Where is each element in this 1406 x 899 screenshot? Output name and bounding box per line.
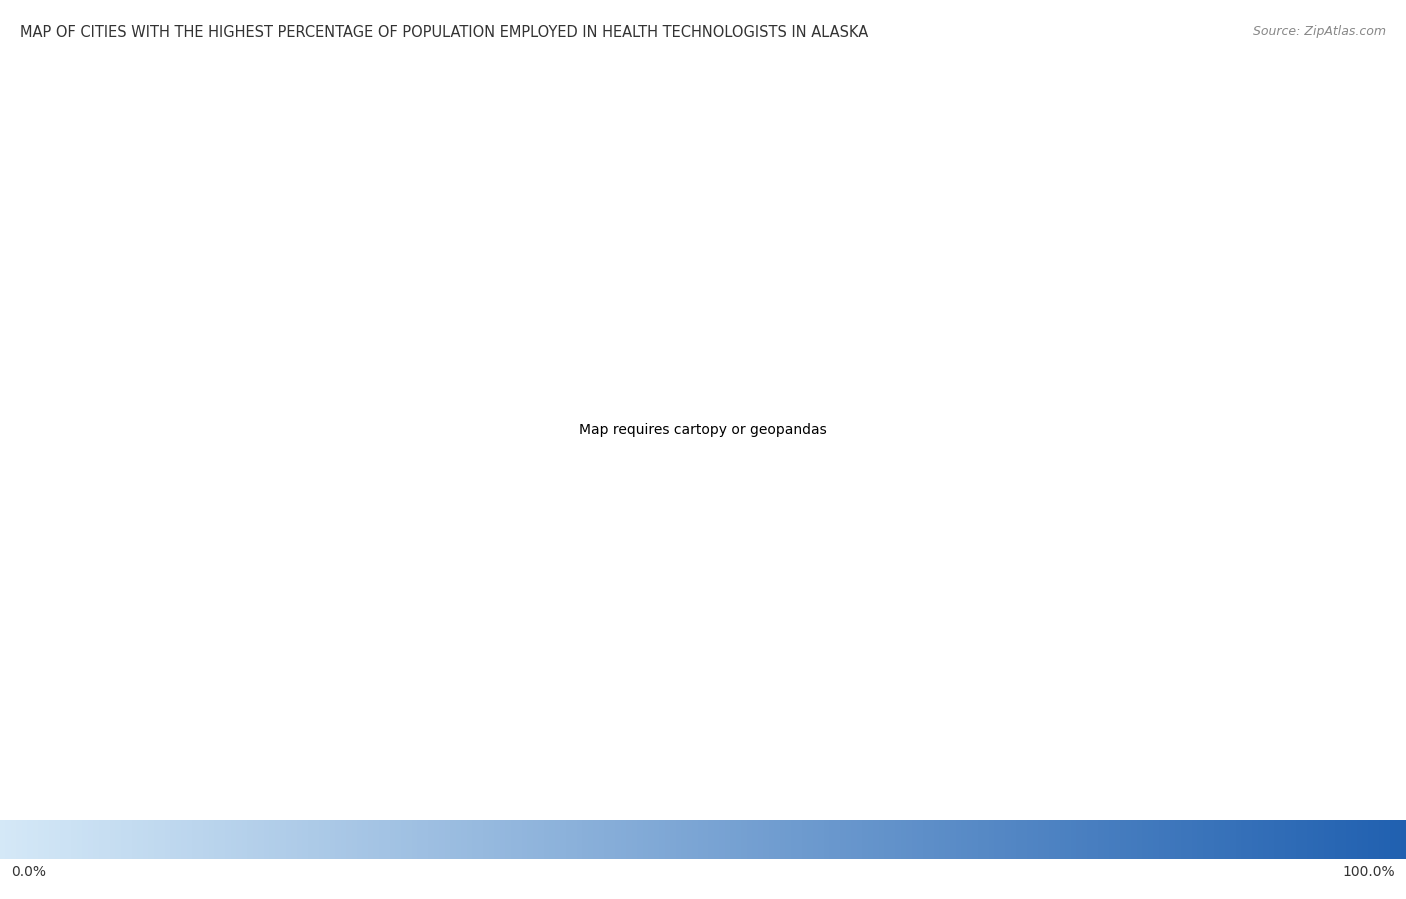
Text: 0.0%: 0.0% [11,865,46,879]
Text: Map requires cartopy or geopandas: Map requires cartopy or geopandas [579,423,827,437]
Text: MAP OF CITIES WITH THE HIGHEST PERCENTAGE OF POPULATION EMPLOYED IN HEALTH TECHN: MAP OF CITIES WITH THE HIGHEST PERCENTAG… [20,25,868,40]
Text: 100.0%: 100.0% [1343,865,1395,879]
Text: Source: ZipAtlas.com: Source: ZipAtlas.com [1253,25,1386,38]
